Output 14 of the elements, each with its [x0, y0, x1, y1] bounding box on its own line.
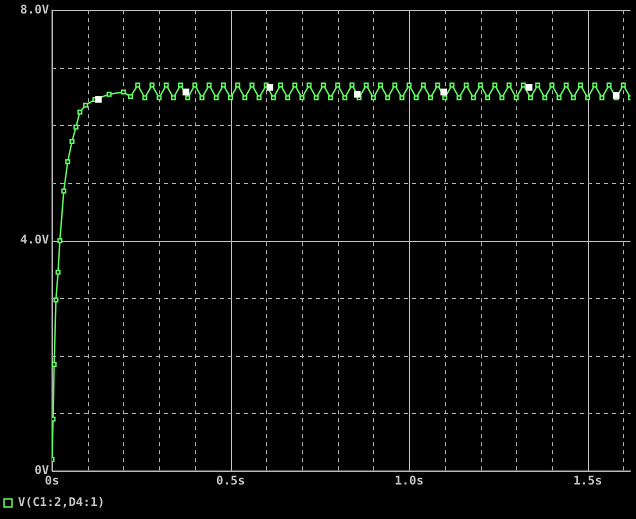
point	[526, 84, 532, 91]
point	[182, 88, 190, 96]
legend-label: V(C1:2,D4:1)	[18, 495, 105, 510]
x-tick-label: 0.5s	[216, 473, 246, 488]
y-tick-label: 8.0V	[20, 2, 49, 16]
x-tick-label: 0s	[44, 473, 60, 488]
point	[354, 90, 361, 98]
point	[95, 96, 102, 103]
point	[266, 84, 274, 91]
x-tick-label: 1.5s	[573, 473, 602, 488]
y-tick-label: 4.0V	[20, 232, 49, 247]
point	[612, 92, 620, 99]
point	[440, 88, 448, 96]
x-tick-label: 1.0s	[394, 473, 424, 488]
